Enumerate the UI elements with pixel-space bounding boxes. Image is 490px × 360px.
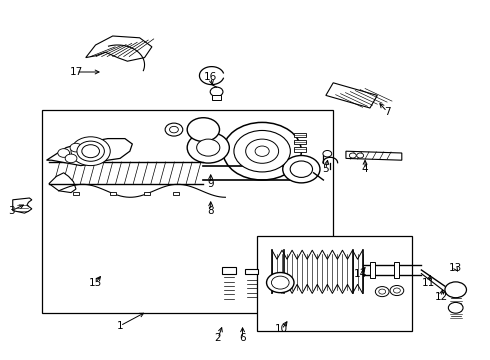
Text: 14: 14 <box>353 269 367 279</box>
Bar <box>222 267 236 274</box>
Circle shape <box>196 139 220 156</box>
Circle shape <box>170 126 178 133</box>
Text: 15: 15 <box>89 278 102 288</box>
Circle shape <box>323 150 332 157</box>
Polygon shape <box>326 83 377 108</box>
Circle shape <box>70 143 82 152</box>
Circle shape <box>58 149 70 157</box>
Circle shape <box>379 289 386 294</box>
Circle shape <box>245 139 279 163</box>
Circle shape <box>375 287 389 297</box>
Polygon shape <box>13 198 32 213</box>
Bar <box>212 95 221 100</box>
Text: 5: 5 <box>322 164 329 174</box>
Circle shape <box>255 146 269 156</box>
Text: 7: 7 <box>384 107 391 117</box>
Circle shape <box>283 156 320 183</box>
Text: 11: 11 <box>422 278 436 288</box>
Polygon shape <box>47 139 132 166</box>
Circle shape <box>349 153 356 158</box>
Circle shape <box>445 282 466 298</box>
Circle shape <box>390 285 404 296</box>
Bar <box>173 192 179 195</box>
Circle shape <box>77 141 104 161</box>
Text: 17: 17 <box>69 67 83 77</box>
Bar <box>294 133 306 137</box>
Polygon shape <box>346 151 402 160</box>
Bar <box>394 262 399 278</box>
Circle shape <box>393 288 400 293</box>
Bar <box>42 110 333 313</box>
Text: 4: 4 <box>362 164 368 174</box>
Circle shape <box>187 132 229 163</box>
Text: 6: 6 <box>239 333 246 343</box>
Text: 1: 1 <box>117 321 123 331</box>
Bar <box>257 236 412 331</box>
Bar <box>294 140 306 144</box>
Circle shape <box>165 123 183 136</box>
Polygon shape <box>49 173 76 193</box>
Circle shape <box>187 118 220 141</box>
Circle shape <box>223 122 301 180</box>
Text: 12: 12 <box>434 292 448 302</box>
Circle shape <box>267 273 294 293</box>
Text: 3: 3 <box>8 206 15 216</box>
Text: 16: 16 <box>204 72 218 82</box>
Text: 13: 13 <box>449 263 463 273</box>
Circle shape <box>234 130 291 172</box>
Circle shape <box>65 154 77 163</box>
Bar <box>294 147 306 152</box>
Circle shape <box>210 87 223 96</box>
Text: 9: 9 <box>207 179 214 189</box>
Circle shape <box>290 161 313 177</box>
Polygon shape <box>86 36 152 61</box>
Text: 10: 10 <box>275 324 288 334</box>
Circle shape <box>71 137 110 166</box>
Circle shape <box>271 276 289 289</box>
Circle shape <box>448 302 463 313</box>
Bar <box>73 192 79 195</box>
Text: 8: 8 <box>207 206 214 216</box>
Text: 2: 2 <box>215 333 221 343</box>
Circle shape <box>357 153 364 158</box>
Bar <box>144 192 150 195</box>
Bar <box>245 269 258 274</box>
Circle shape <box>82 145 99 158</box>
Bar <box>110 192 116 195</box>
Bar <box>370 262 375 278</box>
